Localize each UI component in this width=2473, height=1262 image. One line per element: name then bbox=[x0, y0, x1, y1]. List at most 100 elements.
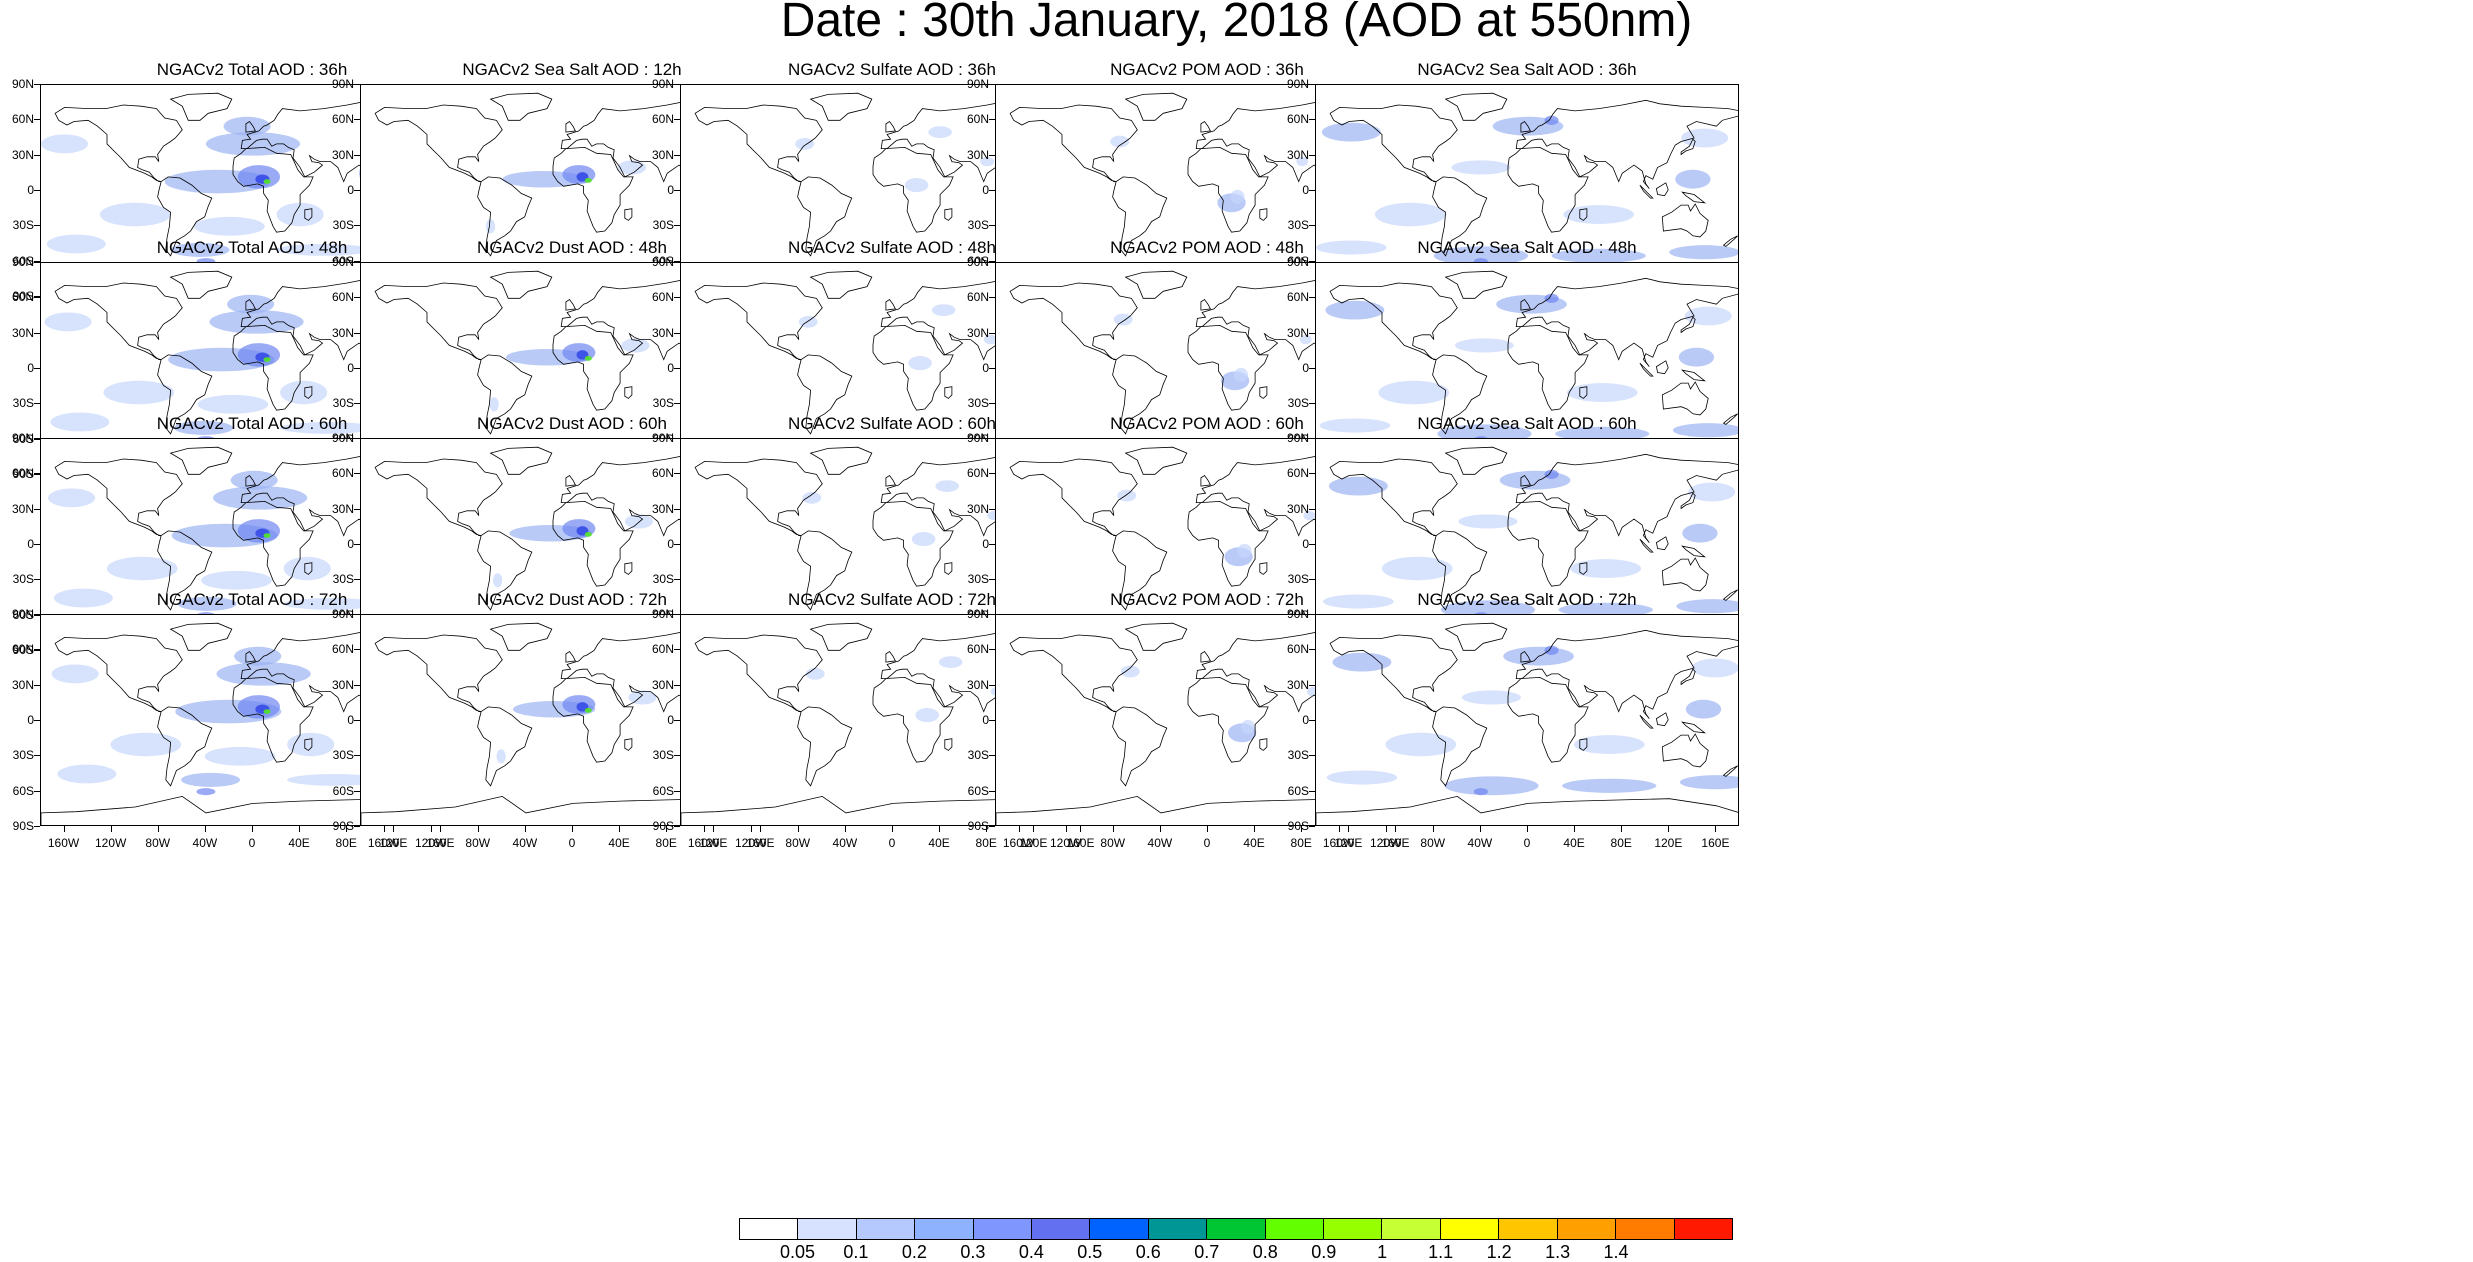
latitude-label: 30N bbox=[651, 147, 674, 162]
coastline bbox=[1200, 120, 1212, 133]
coastline bbox=[1680, 316, 1696, 334]
latitude-label: 90S bbox=[12, 467, 34, 481]
latitude-tick bbox=[989, 508, 995, 510]
latitude-tick bbox=[989, 225, 995, 227]
coastline bbox=[1329, 104, 1458, 182]
colorbar-swatch bbox=[1499, 1219, 1558, 1239]
panel-title: NGACv2 Sulfate AOD : 36h bbox=[788, 60, 996, 79]
longitude-tick bbox=[1715, 826, 1717, 832]
latitude-label: 90S bbox=[12, 819, 34, 833]
longitude-label: 40W bbox=[1147, 836, 1173, 850]
latitude-tick bbox=[34, 614, 40, 616]
aerosol-plume bbox=[1230, 189, 1245, 204]
aerosol-plume bbox=[1681, 128, 1729, 148]
latitude-tick bbox=[354, 403, 360, 405]
latitude-tick bbox=[34, 755, 40, 757]
aerosol-plume bbox=[584, 356, 592, 361]
latitude-tick bbox=[34, 154, 40, 156]
coastline bbox=[1507, 324, 1589, 411]
latitude-tick bbox=[674, 403, 680, 405]
aerosol-plume bbox=[46, 234, 106, 254]
aerosol-plume bbox=[1682, 523, 1718, 543]
longitude-label: 160E bbox=[1381, 836, 1410, 850]
latitude-tick bbox=[34, 84, 40, 85]
coastline bbox=[232, 146, 314, 233]
coastline bbox=[169, 622, 233, 651]
coastline bbox=[1655, 360, 1669, 375]
coastline bbox=[1722, 589, 1738, 601]
latitude-label: 60S bbox=[967, 783, 989, 798]
aerosol-plume bbox=[280, 380, 328, 405]
latitude-label: 90N bbox=[11, 607, 34, 621]
latitude-label: 90N bbox=[651, 431, 674, 445]
latitude-tick bbox=[1309, 260, 1315, 262]
latitude-label: 30N bbox=[966, 501, 989, 516]
latitude-label: 30S bbox=[967, 396, 989, 411]
longitude-tick bbox=[1385, 826, 1387, 832]
latitude-label: 60N bbox=[651, 290, 674, 305]
latitude-label: 30N bbox=[1286, 147, 1309, 162]
latitude-tick bbox=[34, 826, 40, 827]
panel-title: NGACv2 Sulfate AOD : 48h bbox=[788, 238, 996, 257]
latitude-tick bbox=[674, 720, 680, 721]
aerosol-plume bbox=[1454, 338, 1514, 353]
colorbar-swatch bbox=[798, 1219, 857, 1239]
longitude-tick bbox=[1080, 826, 1082, 832]
latitude-label: 60N bbox=[331, 112, 354, 127]
latitude-label: 0 bbox=[347, 713, 354, 727]
latitude-label: 60S bbox=[12, 253, 34, 268]
coastline bbox=[1520, 298, 1532, 311]
latitude-tick bbox=[1309, 579, 1315, 581]
latitude-label: 90S bbox=[12, 289, 34, 303]
longitude-label: 160E bbox=[1066, 836, 1095, 850]
latitude-tick bbox=[34, 297, 40, 299]
latitude-tick bbox=[989, 84, 995, 85]
latitude-label: 30N bbox=[651, 501, 674, 516]
aerosol-plume bbox=[1374, 202, 1446, 227]
latitude-tick bbox=[34, 262, 40, 263]
longitude-tick bbox=[760, 826, 762, 832]
coastline bbox=[1680, 138, 1696, 156]
latitude-tick bbox=[354, 720, 360, 721]
latitude-tick bbox=[34, 650, 40, 651]
coastline bbox=[1329, 458, 1458, 536]
coastline bbox=[694, 282, 823, 360]
coastline bbox=[1200, 474, 1212, 487]
panel-title: NGACv2 Total AOD : 60h bbox=[156, 414, 348, 433]
latitude-label: 90N bbox=[651, 607, 674, 621]
latitude-tick bbox=[674, 297, 680, 299]
coastline bbox=[54, 104, 183, 182]
aerosol-plume bbox=[798, 316, 818, 328]
coastline bbox=[41, 795, 463, 825]
latitude-label: 60N bbox=[966, 290, 989, 305]
latitude-label: 30S bbox=[967, 218, 989, 233]
coastline bbox=[169, 446, 233, 475]
aerosol-plume bbox=[276, 202, 324, 227]
latitude-tick bbox=[1309, 755, 1315, 757]
latitude-label: 30S bbox=[12, 748, 34, 763]
longitude-tick bbox=[346, 826, 348, 832]
latitude-tick bbox=[354, 544, 360, 545]
aerosol-plume bbox=[1325, 300, 1385, 320]
aerosol-plume bbox=[227, 294, 275, 314]
latitude-tick bbox=[1309, 614, 1315, 615]
latitude-label: 30N bbox=[966, 325, 989, 340]
latitude-tick bbox=[989, 755, 995, 757]
longitude-tick bbox=[1432, 826, 1434, 832]
colorbar-swatch bbox=[1207, 1219, 1266, 1239]
aerosol-plume bbox=[1551, 248, 1646, 263]
latitude-label: 0 bbox=[982, 537, 989, 551]
latitude-label: 0 bbox=[1302, 713, 1309, 727]
latitude-label: 60N bbox=[11, 112, 34, 127]
coastline bbox=[1680, 668, 1696, 686]
latitude-label: 60S bbox=[12, 783, 34, 798]
aerosol-plume bbox=[1237, 543, 1252, 558]
latitude-label: 0 bbox=[667, 361, 674, 375]
aerosol-plume bbox=[1685, 699, 1722, 719]
latitude-label: 0 bbox=[982, 361, 989, 375]
latitude-label: 90N bbox=[11, 77, 34, 91]
longitude-tick bbox=[1159, 826, 1161, 832]
coastline bbox=[885, 120, 897, 133]
longitude-label: 120W bbox=[1049, 836, 1082, 850]
coastline bbox=[1329, 634, 1458, 712]
